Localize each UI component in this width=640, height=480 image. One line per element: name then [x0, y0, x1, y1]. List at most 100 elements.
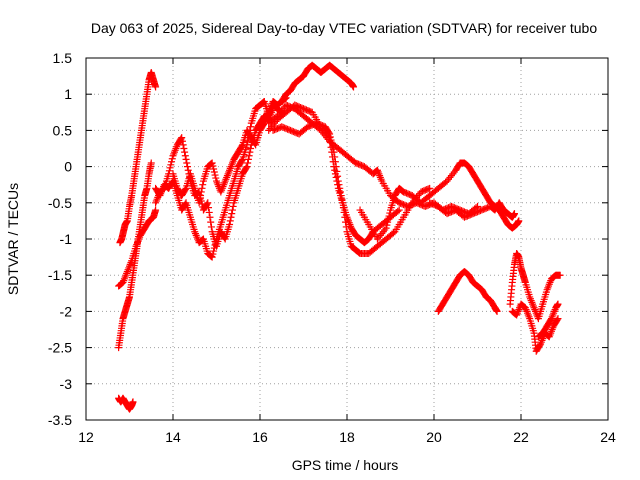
- data-point: [181, 186, 189, 194]
- data-series: [115, 61, 564, 413]
- data-point: [336, 184, 344, 192]
- data-point: [331, 158, 339, 166]
- data-point: [212, 238, 220, 246]
- y-tick-label: -1: [60, 231, 73, 247]
- data-point: [238, 142, 246, 150]
- data-point: [199, 181, 207, 189]
- data-point: [181, 148, 189, 156]
- data-point: [207, 218, 215, 226]
- data-point: [554, 315, 562, 323]
- data-point: [152, 206, 160, 214]
- series-arc-afternoon-d: [269, 119, 434, 257]
- y-tick-label: -3: [60, 376, 73, 392]
- data-point: [389, 229, 397, 237]
- data-point: [334, 172, 342, 180]
- data-point: [197, 192, 205, 200]
- data-point: [208, 159, 216, 167]
- data-point: [211, 171, 219, 179]
- x-tick-label: 14: [165, 429, 181, 445]
- data-point: [394, 207, 402, 215]
- data-point: [386, 209, 394, 217]
- data-point: [336, 188, 344, 196]
- data-point: [166, 164, 174, 172]
- data-point: [205, 208, 213, 216]
- data-point: [210, 247, 218, 255]
- data-point: [384, 218, 392, 226]
- y-tick-label: 0.5: [53, 122, 73, 138]
- data-point: [515, 217, 523, 225]
- data-point: [183, 159, 191, 167]
- data-point: [395, 206, 403, 214]
- data-point: [211, 241, 219, 249]
- chart-title: Day 063 of 2025, Sidereal Day-to-day VTE…: [91, 20, 598, 36]
- series-arc-late-c: [534, 300, 562, 341]
- data-point: [165, 167, 173, 175]
- series-arc-afternoon-a: [278, 61, 358, 105]
- data-point: [341, 213, 349, 221]
- grid-lines: [86, 58, 608, 420]
- data-point: [195, 199, 203, 207]
- y-tick-label: -1.5: [48, 267, 72, 283]
- data-point: [424, 185, 432, 193]
- y-axis-label: SDTVAR / TECUs: [5, 183, 21, 295]
- series-arc-midday-c: [169, 94, 290, 207]
- y-tick-label: -0.5: [48, 195, 72, 211]
- data-point: [245, 152, 253, 160]
- data-point: [536, 341, 544, 349]
- data-point: [547, 316, 555, 324]
- data-point: [227, 213, 235, 221]
- data-point: [238, 157, 246, 165]
- data-point: [147, 159, 155, 167]
- data-point: [210, 168, 218, 176]
- data-point: [181, 200, 189, 208]
- data-point: [181, 152, 189, 160]
- data-point: [426, 184, 434, 192]
- series-arc-afternoon-b: [265, 101, 481, 218]
- data-point: [331, 153, 339, 161]
- data-point: [382, 224, 390, 232]
- data-point: [208, 253, 216, 261]
- data-point: [342, 218, 350, 226]
- data-point: [209, 162, 217, 170]
- data-point: [339, 204, 347, 212]
- data-point: [385, 212, 393, 220]
- data-point: [198, 184, 206, 192]
- data-point: [328, 139, 336, 147]
- data-point: [152, 83, 160, 91]
- y-tick-label: 0: [64, 159, 72, 175]
- y-tick-label: -2: [60, 303, 73, 319]
- data-point: [229, 202, 237, 210]
- data-point: [384, 215, 392, 223]
- data-point: [178, 134, 186, 142]
- data-point: [206, 213, 214, 221]
- y-tick-label: -2.5: [48, 340, 72, 356]
- data-point: [329, 145, 337, 153]
- data-point: [184, 166, 192, 174]
- data-point: [338, 195, 346, 203]
- data-point: [327, 136, 335, 144]
- data-point: [556, 271, 564, 279]
- series-arc-evening-b: [426, 199, 518, 221]
- data-point: [203, 200, 211, 208]
- data-point: [510, 210, 518, 218]
- data-point: [129, 398, 137, 406]
- y-tick-label: -3.5: [48, 412, 72, 428]
- data-point: [197, 188, 205, 196]
- data-point: [251, 140, 259, 148]
- data-point: [220, 234, 228, 242]
- series-arc-early-b: [116, 68, 160, 247]
- data-point: [333, 167, 341, 175]
- data-point: [228, 206, 236, 214]
- data-point: [196, 195, 204, 203]
- data-point: [340, 208, 348, 216]
- series-arc-midday-a: [152, 105, 277, 250]
- data-point: [332, 173, 340, 181]
- data-point: [332, 163, 340, 171]
- series-arc-late-a: [506, 249, 564, 323]
- data-point: [260, 120, 268, 128]
- x-tick-label: 12: [78, 429, 94, 445]
- data-point: [228, 210, 236, 218]
- data-point: [226, 217, 234, 225]
- x-tick-label: 18: [339, 429, 355, 445]
